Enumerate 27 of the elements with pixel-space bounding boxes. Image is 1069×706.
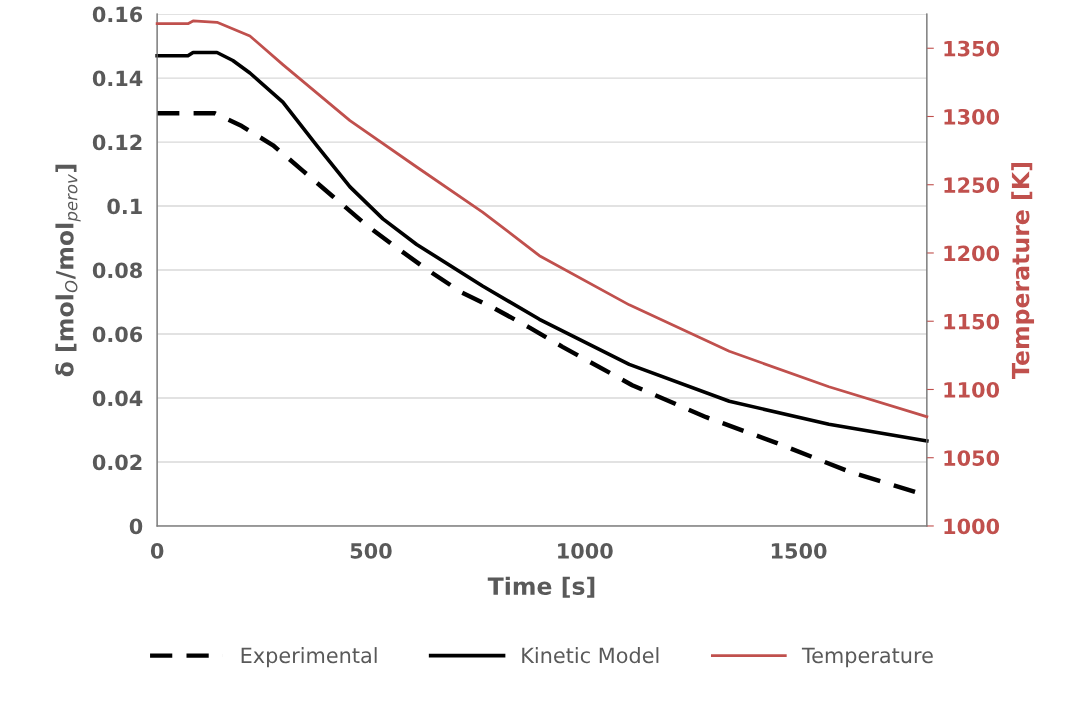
y2-tick-label: 1350 — [944, 40, 1000, 57]
x-tick-label: 1000 — [558, 543, 613, 559]
y-tick-label: 0.1 — [107, 198, 142, 215]
y-axis-title: δ [mol$_{O}$/mol$_{perov}$] — [55, 164, 81, 377]
y-tick-label: 0.06 — [92, 326, 143, 343]
y2-tick-label: 1000 — [944, 518, 1000, 535]
legend-label: Temperature — [801, 647, 933, 668]
y-tick-label: 0.14 — [92, 70, 143, 87]
legend-label: Experimental — [241, 647, 377, 668]
y-tick-label: 0.02 — [92, 454, 142, 471]
x-tick-label: 0 — [150, 543, 164, 559]
y2-tick-label: 1200 — [944, 245, 1000, 262]
y-tick-label: 0.12 — [92, 134, 142, 151]
y-tick-label: 0.04 — [92, 390, 143, 407]
y2-tick-label: 1050 — [944, 450, 1000, 466]
y2-tick-label: 1100 — [944, 381, 1000, 398]
x-tick-label: 1500 — [771, 543, 827, 559]
y-tick-label: 0 — [129, 518, 143, 535]
y2-axis-title: Temperature [K] — [1011, 163, 1035, 379]
y-tick-label: 0.16 — [92, 6, 143, 23]
y2-tick-label: 1250 — [944, 177, 1000, 193]
y2-tick-label: 1150 — [944, 313, 1000, 330]
y-tick-label: 0.08 — [92, 262, 142, 279]
y2-tick-label: 1300 — [944, 108, 1000, 125]
x-tick-label: 500 — [350, 543, 392, 559]
x-axis-title: Time [s] — [487, 576, 595, 598]
legend-label: Kinetic Model — [522, 647, 659, 664]
